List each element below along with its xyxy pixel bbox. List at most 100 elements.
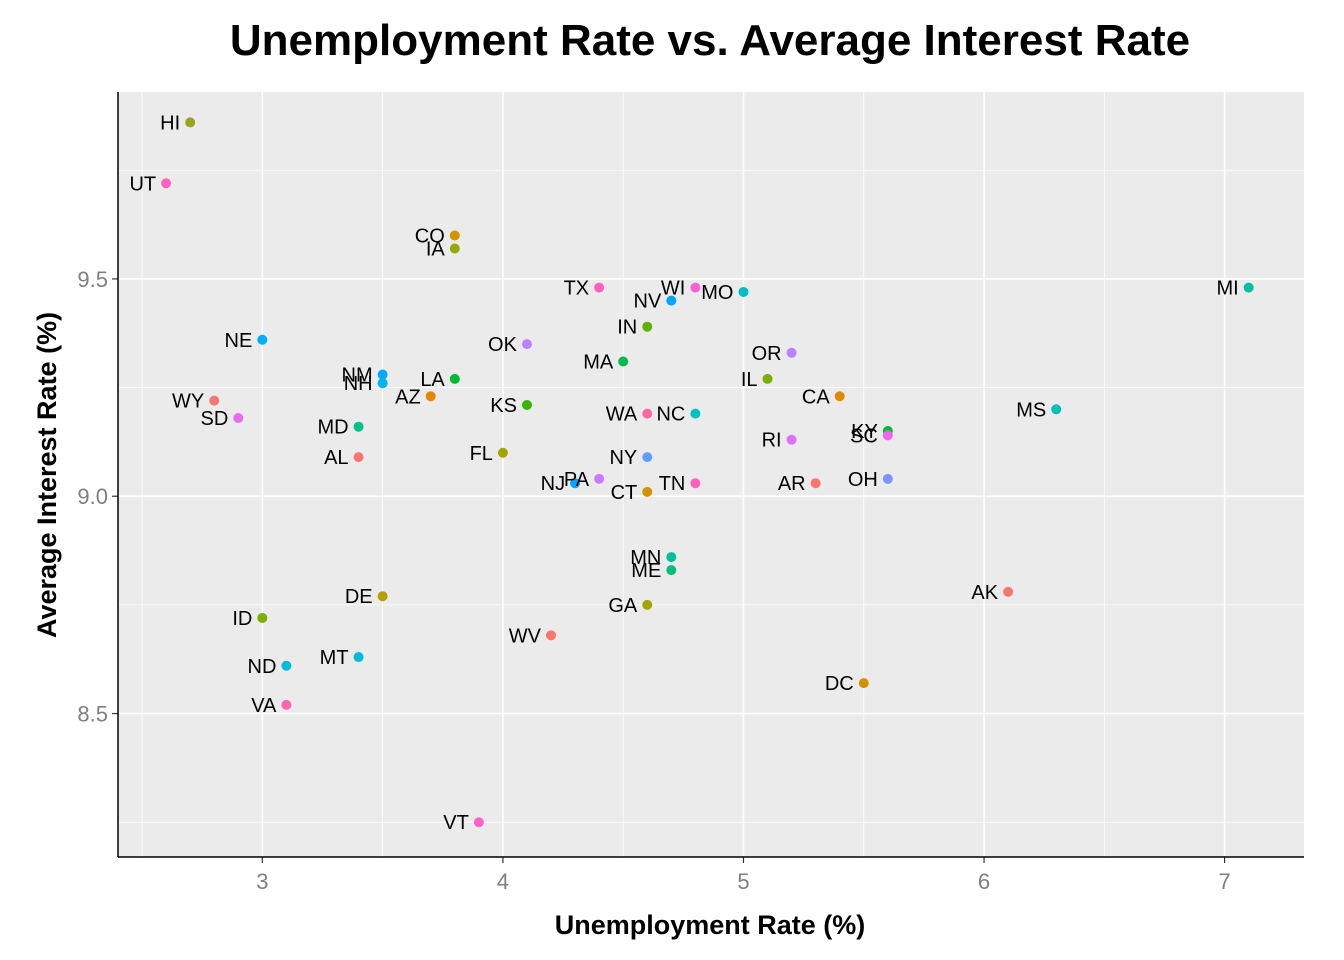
point-dc (858, 678, 869, 689)
point-label-nv: NV (634, 291, 662, 313)
y-tick-label: 9.0 (77, 484, 108, 509)
point-label-ak: AK (971, 582, 998, 604)
point-label-il: IL (741, 369, 758, 391)
point-nm (377, 369, 388, 380)
point-label-la: LA (420, 369, 445, 391)
point-label-hi: HI (160, 112, 180, 134)
point-ak (1003, 586, 1014, 597)
y-tick-label: 8.5 (77, 702, 108, 727)
point-label-oh: OH (848, 469, 878, 491)
point-label-fl: FL (470, 443, 493, 465)
x-tick-label: 5 (737, 869, 749, 894)
point-de (377, 591, 388, 602)
point-sc (882, 430, 893, 441)
point-sd (233, 412, 244, 423)
point-me (666, 565, 677, 576)
point-ut (161, 178, 172, 189)
y-axis-title: Average Interest Rate (%) (32, 312, 62, 638)
point-label-nj: NJ (541, 473, 565, 495)
point-label-in: IN (617, 317, 637, 339)
point-label-sc: SC (850, 425, 878, 447)
point-label-pa: PA (564, 469, 590, 491)
point-label-az: AZ (395, 386, 421, 408)
point-label-ri: RI (762, 430, 782, 452)
point-wy (209, 395, 220, 406)
point-nv (666, 295, 677, 306)
point-nj (570, 478, 581, 489)
point-label-wa: WA (606, 404, 638, 426)
point-label-ms: MS (1016, 399, 1046, 421)
point-co (449, 230, 460, 241)
point-tx (594, 282, 605, 293)
point-label-id: ID (232, 608, 252, 630)
point-label-mt: MT (320, 647, 349, 669)
point-ga (642, 599, 653, 610)
point-ms (1051, 404, 1062, 415)
point-in (642, 321, 653, 332)
point-label-sd: SD (200, 408, 228, 430)
point-label-me: ME (631, 560, 661, 582)
point-label-al: AL (324, 447, 348, 469)
point-label-mn: MN (630, 547, 661, 569)
axes: 3 4 5 6 7 8.5 9.0 9.5 (77, 92, 1304, 894)
point-label-de: DE (345, 586, 373, 608)
point-wv (546, 630, 557, 641)
point-label-ia: IA (426, 238, 446, 260)
x-tick-label: 7 (1218, 869, 1230, 894)
point-mo (738, 286, 749, 297)
point-mn (666, 552, 677, 563)
chart-title: Unemployment Rate vs. Average Interest R… (230, 16, 1190, 65)
point-label-ga: GA (608, 595, 638, 617)
point-label-va: VA (251, 695, 277, 717)
point-wa (642, 408, 653, 419)
point-pa (594, 473, 605, 484)
point-label-nm: NM (342, 365, 373, 387)
point-md (353, 421, 364, 432)
point-label-ks: KS (490, 395, 517, 417)
x-tick-label: 6 (978, 869, 990, 894)
point-label-ct: CT (611, 482, 638, 504)
point-ks (521, 399, 532, 410)
point-tn (690, 478, 701, 489)
point-label-or: OR (752, 343, 782, 365)
point-ok (521, 339, 532, 350)
point-va (281, 699, 292, 710)
point-label-ok: OK (488, 334, 518, 356)
point-az (425, 391, 436, 402)
point-ct (642, 486, 653, 497)
point-ne (257, 334, 268, 345)
point-hi (185, 117, 196, 128)
point-nd (281, 660, 292, 671)
point-mi (1243, 282, 1254, 293)
point-ia (449, 243, 460, 254)
point-nh (377, 378, 388, 389)
point-label-nh: NH (344, 373, 373, 395)
point-ny (642, 452, 653, 463)
point-label-ut: UT (129, 173, 156, 195)
point-oh (882, 473, 893, 484)
x-axis-title: Unemployment Rate (%) (555, 910, 866, 940)
point-label-co: CO (415, 225, 445, 247)
x-tick-label: 4 (497, 869, 509, 894)
point-la (449, 373, 460, 384)
point-ma (618, 356, 629, 367)
point-mt (353, 652, 364, 663)
point-label-mo: MO (701, 282, 733, 304)
data-points (161, 117, 1254, 828)
point-ar (810, 478, 821, 489)
point-or (786, 347, 797, 358)
point-label-mi: MI (1216, 278, 1238, 300)
point-id (257, 612, 268, 623)
point-fl (497, 447, 508, 458)
y-tick-label: 9.5 (77, 267, 108, 292)
point-ca (834, 391, 845, 402)
point-label-tn: TN (659, 473, 686, 495)
point-al (353, 452, 364, 463)
point-label-wy: WY (172, 391, 204, 413)
point-label-md: MD (317, 417, 348, 439)
plot-panel (118, 92, 1304, 857)
point-ri (786, 434, 797, 445)
point-label-nd: ND (248, 656, 277, 678)
